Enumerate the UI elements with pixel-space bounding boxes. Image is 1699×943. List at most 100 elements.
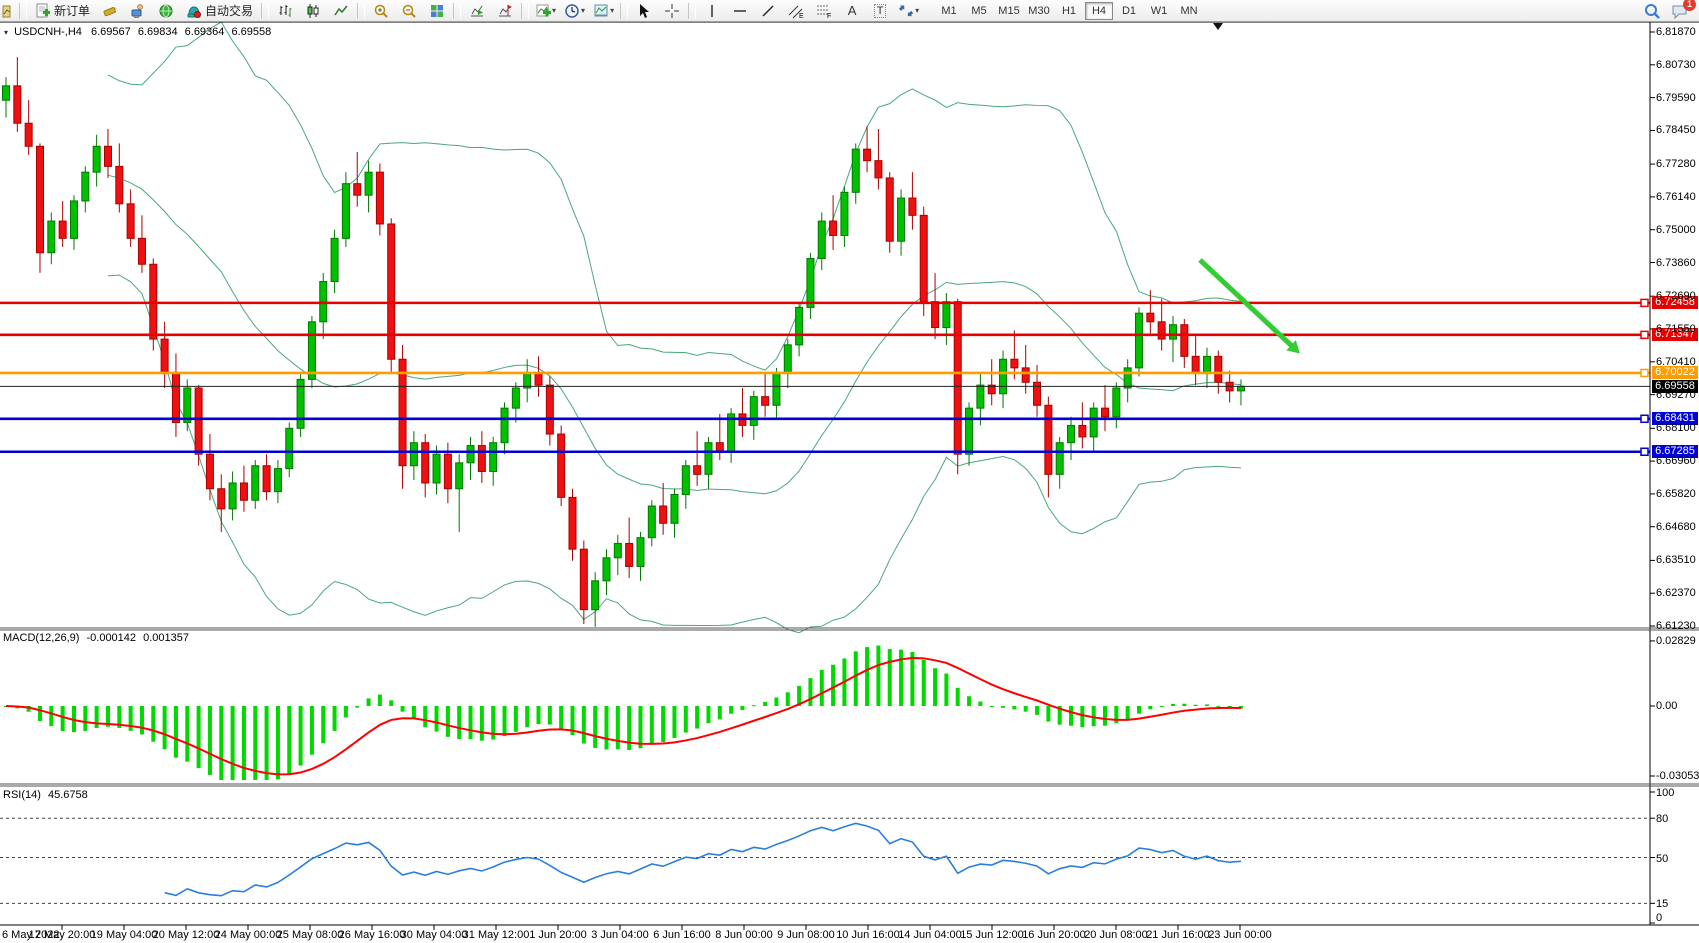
channel-button[interactable]: E — [783, 1, 809, 21]
search-icon — [1645, 3, 1660, 19]
template-icon — [594, 4, 608, 16]
timeframe-group: M1 M5 M15 M30 H1 H4 D1 W1 MN — [934, 0, 1204, 21]
tile-windows-icon — [431, 4, 444, 17]
macd-histogram — [4, 645, 1243, 780]
bollinger-upper — [107, 21, 1242, 371]
periods-dropdown-caret[interactable]: ▾ — [581, 6, 586, 15]
toolbar-separator — [453, 2, 462, 19]
auto-scroll-button[interactable] — [464, 1, 490, 21]
templates-dropdown-caret[interactable]: ▾ — [610, 6, 615, 15]
horizontal-line-icon — [734, 9, 747, 12]
candles-layer — [2, 57, 1245, 627]
cursor-button[interactable] — [631, 1, 657, 21]
main-toolbar: 新订单 自动交易 ▾ ▾ — [0, 0, 1699, 22]
timeframe-button-d1[interactable]: D1 — [1121, 4, 1137, 17]
chart-shift-icon — [499, 4, 513, 16]
trader-desk-button[interactable] — [125, 1, 151, 21]
trendline-icon — [762, 5, 774, 16]
autotrading-button[interactable]: 自动交易 — [181, 1, 258, 21]
line-chart-icon — [334, 5, 348, 15]
add-indicator-icon — [536, 4, 552, 16]
toolbar-separator — [620, 2, 629, 19]
vertical-line-button[interactable] — [699, 1, 725, 21]
news-button[interactable] — [153, 1, 179, 21]
crosshair-button[interactable] — [659, 1, 685, 21]
horizontal-line-button[interactable] — [727, 1, 753, 21]
vertical-line-icon — [711, 4, 713, 17]
bollinger-lower — [107, 274, 1241, 634]
crosshair-icon — [665, 3, 680, 18]
timeframe-button-m5[interactable]: M5 — [971, 4, 987, 17]
hline-handle[interactable] — [1640, 414, 1649, 424]
fibonacci-icon: F — [817, 5, 831, 19]
zoom-out-button[interactable] — [396, 1, 422, 21]
chat-button[interactable]: 1 — [1667, 0, 1696, 21]
timeframe-button-m1[interactable]: M1 — [941, 4, 957, 17]
line-chart-button[interactable] — [328, 1, 354, 21]
timeframe-button-mn[interactable]: MN — [1180, 4, 1198, 17]
rsi-line — [164, 822, 1242, 897]
trend-arrow-head — [1286, 340, 1300, 354]
person-monitor-icon — [131, 3, 143, 18]
zoom-out-icon — [402, 4, 416, 18]
bar-chart-button[interactable] — [272, 1, 298, 21]
timeframe-button-h1[interactable]: H1 — [1061, 4, 1077, 17]
timeframe-button-m30[interactable]: M30 — [1028, 4, 1050, 17]
chart-shift-button[interactable] — [492, 1, 518, 21]
tile-windows-button[interactable] — [424, 1, 450, 21]
crayon-icon — [103, 6, 118, 16]
text-label-icon: T — [873, 3, 887, 18]
templates-button[interactable]: ▾ — [590, 1, 617, 21]
notification-badge: 1 — [1683, 0, 1696, 11]
arrows-icon — [899, 5, 914, 16]
zoom-in-button[interactable] — [368, 1, 394, 21]
fibonacci-button[interactable]: F — [811, 1, 837, 21]
autotrading-label: 自动交易 — [205, 4, 254, 18]
indicators-dropdown-caret[interactable]: ▾ — [552, 6, 557, 15]
chart-fragment-icon — [2, 5, 11, 17]
svg-text:E: E — [799, 13, 804, 19]
toolbar-separator — [521, 2, 530, 19]
hline-handle[interactable] — [1640, 330, 1649, 340]
chart-shift-marker[interactable] — [1213, 23, 1223, 30]
toolbar-separator — [261, 2, 270, 19]
toolbar-separator — [688, 2, 697, 19]
macd-signal-line — [5, 656, 1241, 776]
new-order-label: 新订单 — [54, 4, 91, 18]
periods-button[interactable]: ▾ — [561, 1, 588, 21]
clock-icon — [565, 3, 579, 18]
new-order-icon — [36, 3, 50, 17]
toolbar-separator — [357, 2, 366, 19]
auto-scroll-icon — [471, 5, 484, 16]
new-order-button[interactable]: 新订单 — [30, 1, 95, 21]
hline-handle[interactable] — [1640, 298, 1649, 308]
timeframe-button-m15[interactable]: M15 — [998, 4, 1020, 17]
svg-text:F: F — [827, 13, 831, 19]
indicators-button[interactable]: ▾ — [532, 1, 559, 21]
text-button[interactable]: A — [839, 1, 865, 21]
candlestick-icon — [307, 3, 319, 18]
trendline-button[interactable] — [755, 1, 781, 21]
globe-icon — [159, 4, 173, 17]
text-label-button[interactable]: T — [867, 1, 893, 21]
toolbar-separator — [19, 2, 27, 19]
bar-chart-icon — [279, 4, 292, 17]
arrows-dropdown-caret[interactable]: ▾ — [915, 6, 920, 15]
autotrading-icon — [187, 5, 202, 18]
hline-handle[interactable] — [1640, 368, 1649, 378]
cursor-icon — [640, 3, 650, 18]
highlighter-button[interactable] — [97, 1, 123, 21]
text-a-icon: A — [847, 3, 857, 18]
search-button[interactable] — [1639, 1, 1665, 21]
timeframe-button-w1[interactable]: W1 — [1150, 4, 1168, 17]
trend-arrow[interactable] — [1198, 258, 1296, 350]
zoom-in-icon — [374, 4, 388, 18]
equidistant-channel-icon: E — [788, 5, 804, 19]
clipped-chart-button[interactable] — [0, 1, 16, 21]
hline-handle[interactable] — [1640, 447, 1649, 457]
candlestick-chart-button[interactable] — [300, 1, 326, 21]
arrows-button[interactable]: ▾ — [895, 1, 922, 21]
timeframe-button-h4[interactable]: H4 — [1085, 1, 1113, 20]
